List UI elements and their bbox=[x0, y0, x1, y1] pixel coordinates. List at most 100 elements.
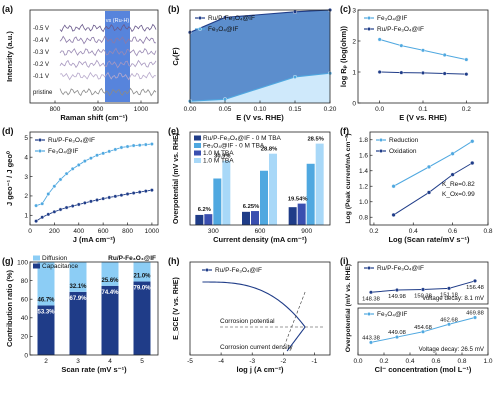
x-tick-label: -5 bbox=[187, 358, 193, 365]
y-tick-label: 1 bbox=[352, 69, 356, 76]
x-tick-label: 0.05 bbox=[219, 106, 232, 113]
bar-diffusion bbox=[69, 262, 87, 292]
plot-frame bbox=[29, 131, 159, 226]
data-point bbox=[137, 143, 142, 148]
legend-label: Ru/P-Fe₃O₄@IF bbox=[48, 137, 95, 144]
bar-diffusion bbox=[101, 262, 119, 286]
data-point bbox=[222, 15, 227, 20]
value-label: 462.68 bbox=[440, 317, 458, 323]
x-tick-label: 0.8 bbox=[483, 228, 492, 235]
panel-label: (b) bbox=[168, 4, 180, 14]
plot-frame bbox=[369, 131, 489, 226]
data-point bbox=[131, 143, 136, 148]
data-point bbox=[89, 199, 93, 204]
x-tick-label: 0.2 bbox=[462, 106, 471, 113]
panel-label: (i) bbox=[340, 256, 349, 266]
x-axis-label: Log (Scan rate/mV s⁻¹) bbox=[388, 235, 470, 244]
data-point bbox=[101, 196, 106, 201]
y-tick-label: 1.8 bbox=[359, 137, 368, 144]
panel-label: (a) bbox=[2, 4, 13, 14]
y-tick-label: 0 bbox=[24, 352, 28, 359]
x-axis-label: Cl⁻ concentration (mol L⁻¹) bbox=[375, 365, 472, 374]
series-line bbox=[189, 9, 331, 33]
series-line bbox=[35, 189, 152, 222]
bar bbox=[297, 203, 306, 225]
x-axis-label: Current density (mA cm⁻²) bbox=[213, 235, 307, 244]
panel-f: 0.2 0.4 0.6 0.8 0.8 1.0 1.2 1.4 1.6 1.8 Reduction O… bbox=[345, 131, 493, 244]
bar-label: 46.7% bbox=[37, 297, 55, 303]
curve-label: pristine bbox=[33, 90, 53, 96]
value-label: 149.98 bbox=[388, 294, 406, 300]
data-point bbox=[442, 71, 447, 76]
data-point bbox=[379, 138, 383, 142]
legend-label: Fe₃O₄@IF - 0 M TBA bbox=[203, 143, 265, 150]
tafel-curve bbox=[202, 281, 306, 328]
x-axis-label: Scan rate (mV s⁻¹) bbox=[61, 365, 127, 374]
data-point bbox=[198, 16, 202, 20]
data-point bbox=[95, 153, 99, 158]
x-tick-label: 2 bbox=[44, 358, 48, 365]
data-point bbox=[52, 209, 57, 214]
bar-annotation: 19.54% bbox=[288, 197, 308, 203]
data-point bbox=[58, 177, 63, 182]
data-point bbox=[473, 278, 478, 283]
raman-curve bbox=[59, 59, 157, 69]
bar bbox=[260, 170, 268, 225]
y-tick-label: 0 bbox=[352, 100, 356, 107]
data-point bbox=[150, 188, 154, 193]
x-tick-label: 0.4 bbox=[405, 358, 414, 365]
raman-curve bbox=[59, 71, 157, 81]
data-point bbox=[391, 212, 396, 218]
data-point bbox=[143, 142, 148, 147]
slope-annotation: K_Re=0.82 bbox=[442, 181, 475, 188]
data-point bbox=[447, 322, 452, 327]
bar bbox=[315, 143, 324, 225]
y-tick-label: 60 bbox=[21, 297, 29, 304]
data-point bbox=[447, 286, 452, 291]
data-point bbox=[293, 9, 298, 14]
data-point bbox=[367, 266, 371, 270]
value-label: 150.38 bbox=[414, 293, 432, 299]
data-point bbox=[82, 159, 87, 163]
data-point bbox=[442, 52, 447, 57]
data-point bbox=[34, 219, 38, 224]
x-tick-label: 300 bbox=[208, 228, 219, 235]
data-point bbox=[421, 329, 426, 334]
panel-h: -5 -4 -3 -2 -1 Ru/P-Fe₃O₄@IF Corrosion potenti… bbox=[173, 261, 331, 374]
x-tick-label: 0.10 bbox=[254, 106, 267, 113]
panel-e: 300 6.2% 30.9% 600 6.25% 28.8% 900 19.54% 28.5% R… bbox=[173, 131, 331, 244]
x-tick-label: 600 bbox=[98, 228, 109, 235]
bar-label: 21.0% bbox=[133, 274, 151, 280]
plot-frame bbox=[357, 307, 489, 356]
x-tick-label: 0.6 bbox=[448, 228, 457, 235]
bar-label: 25.6% bbox=[101, 278, 119, 284]
y-tick-label: 1.0 bbox=[359, 199, 368, 206]
bar bbox=[306, 163, 315, 225]
raman-curve bbox=[59, 35, 157, 45]
legend-label: 1.0 M TBA bbox=[203, 150, 234, 157]
plot-frame bbox=[29, 9, 159, 104]
data-point bbox=[473, 315, 478, 320]
data-point bbox=[46, 212, 51, 217]
y-tick-label: 2 bbox=[24, 193, 28, 200]
legend-label: Fe₃O₄@IF bbox=[377, 15, 407, 22]
data-point bbox=[131, 191, 136, 195]
raman-curve bbox=[59, 87, 157, 97]
data-point bbox=[450, 172, 455, 177]
y-tick-label: 1.6 bbox=[359, 153, 368, 160]
data-point bbox=[113, 194, 118, 199]
bar-annotation: 28.8% bbox=[261, 147, 277, 153]
bar bbox=[288, 207, 297, 225]
panel-d: 0 200 400 600 800 1000 1 2 3 4 5 Ru/P-Fe₃O₄@IF Fe₃O₄… bbox=[5, 131, 160, 244]
legend-label: Fe₃O₄@IF bbox=[48, 148, 78, 155]
plot-frame bbox=[357, 9, 489, 104]
x-tick-label: 800 bbox=[122, 228, 133, 235]
data-point bbox=[367, 16, 371, 20]
data-point bbox=[399, 70, 404, 75]
y-tick-label: 80 bbox=[21, 278, 29, 285]
annotation: Voltage decay: 8.1 mV bbox=[422, 295, 485, 302]
data-point bbox=[64, 205, 69, 210]
y-tick-label: 1 bbox=[24, 213, 28, 220]
data-point bbox=[367, 312, 371, 316]
x-axis-label: log j (A cm⁻²) bbox=[236, 365, 284, 374]
